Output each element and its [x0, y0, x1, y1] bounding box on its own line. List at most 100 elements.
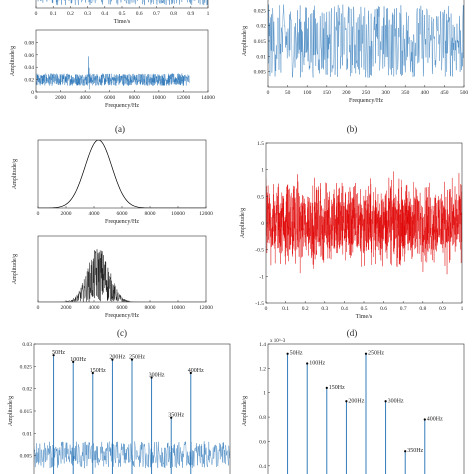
y-tick-label: 0.8 [259, 415, 266, 421]
y-tick-label: 0.015 [20, 409, 33, 415]
x-tick-label: 4000 [89, 211, 100, 217]
x-tick-label: 2000 [61, 305, 72, 311]
peak-label: 200Hz [109, 355, 125, 361]
x-tick-label: 6000 [117, 211, 128, 217]
x-tick-label: 2000 [55, 95, 66, 101]
stem-label: 200Hz [348, 398, 364, 404]
y-tick-label: 0.04 [24, 65, 34, 71]
x-tick-label: 12000 [199, 211, 213, 217]
x-tick-label: 0 [37, 305, 40, 311]
y-exponent: x 10^-3 [270, 339, 286, 344]
y-tick-label: 0.03 [22, 342, 32, 348]
y-tick-label: 0.4 [259, 464, 266, 470]
x-tick-label: 0.5 [119, 11, 126, 17]
y-axis-label: Amplitude/g [242, 396, 248, 426]
peak-marker [91, 371, 94, 375]
x-tick-label: 1 [207, 11, 210, 17]
x-tick-label: 0.6 [380, 306, 387, 312]
y-tick-label: 1.2 [259, 366, 266, 372]
y-tick-label: 1 [261, 168, 264, 174]
x-tick-label: 0.9 [187, 11, 194, 17]
x-tick-label: 14000 [201, 95, 215, 101]
y-axis-label: Amplitude/g [12, 254, 18, 284]
stem-marker [345, 400, 348, 403]
x-tick-label: 0.1 [50, 11, 57, 17]
y-tick-label: 0.6 [259, 439, 266, 445]
y-tick-label: 0 [261, 221, 264, 227]
x-tick-label: 0.2 [302, 306, 309, 312]
panel-label: (b) [347, 124, 358, 134]
x-tick-label: 10000 [171, 211, 185, 217]
peak-marker [150, 376, 153, 379]
stem-marker [306, 362, 309, 365]
x-tick-label: 6000 [117, 305, 128, 311]
peak-label: 350Hz [168, 413, 184, 419]
x-tick-label: 0 [267, 90, 270, 96]
x-axis-label: Frequency/Hz [105, 219, 139, 225]
x-tick-label: 0.8 [419, 306, 426, 312]
y-tick-label: 1.5 [257, 141, 264, 147]
y-axis-label: Amplitude/g [12, 159, 18, 189]
peak-marker [170, 416, 173, 419]
x-tick-label: 0.1 [282, 306, 289, 312]
plot-area-a-top [37, 0, 208, 6]
stem-marker [364, 352, 368, 355]
peak-label: 100Hz [70, 357, 86, 363]
x-tick-label: 250 [362, 90, 371, 96]
series-line [37, 0, 208, 6]
plot-frame-f [267, 343, 465, 474]
series-line [36, 56, 190, 90]
y-tick-label: 0.025 [20, 364, 33, 370]
x-tick-label: 8000 [145, 211, 156, 217]
peak-marker [130, 358, 134, 361]
peak-label: 400Hz [188, 368, 204, 374]
x-tick-label: 0 [265, 306, 268, 312]
stem-marker [404, 450, 407, 453]
x-tick-label: 0.5 [361, 306, 368, 312]
x-tick-label: 8000 [145, 305, 156, 311]
x-tick-label: 50 [285, 90, 291, 96]
x-tick-label: 500 [460, 90, 469, 96]
y-tick-label: 0.02 [24, 78, 34, 84]
panel-label: (c) [117, 328, 127, 338]
x-tick-label: 4000 [80, 95, 91, 101]
x-tick-label: 0 [35, 11, 38, 17]
stem-label: 300Hz [388, 398, 404, 404]
plot-area-d [266, 171, 462, 275]
x-tick-label: 0.6 [136, 11, 143, 17]
y-tick-label: 0.015 [254, 39, 267, 45]
y-tick-label: 0.08 [24, 40, 34, 46]
x-tick-label: 12000 [199, 305, 213, 311]
gaussian-curve [38, 140, 206, 208]
peak-label: 150Hz [90, 368, 106, 374]
x-tick-label: 2000 [61, 211, 72, 217]
y-axis-label: Amplitude/g [8, 396, 14, 426]
plot-frame-c-bottom [37, 235, 207, 303]
x-tick-label: 300 [381, 90, 390, 96]
x-tick-label: 0.3 [321, 306, 328, 312]
y-tick-label: 0.01 [256, 54, 266, 60]
peak-marker [189, 371, 192, 375]
y-tick-label: 1.4 [259, 342, 266, 348]
y-tick-label: 0.01 [22, 431, 32, 437]
peak-marker [72, 360, 75, 363]
stem-label: 50Hz [290, 351, 303, 357]
y-tick-label: 1 [263, 391, 266, 397]
y-tick-label: 0.02 [256, 24, 266, 30]
x-axis-label: Time/s [114, 19, 131, 25]
plot-frame-c-top [37, 139, 207, 209]
stem-marker [384, 400, 387, 403]
plot-frame-a-bottom [35, 29, 209, 93]
stem-marker [286, 352, 289, 355]
x-tick-label: 4000 [89, 305, 100, 311]
x-tick-label: 0.9 [439, 306, 446, 312]
x-tick-label: 0.3 [84, 11, 91, 17]
x-tick-label: 12000 [177, 95, 191, 101]
x-tick-label: 450 [440, 90, 449, 96]
plot-area-a-bottom [36, 56, 190, 90]
x-axis-label: Time/s [356, 314, 373, 320]
x-tick-label: 0 [37, 211, 40, 217]
x-tick-label: 350 [401, 90, 410, 96]
x-tick-label: 0.8 [170, 11, 177, 17]
peak-label: 300Hz [149, 373, 165, 379]
